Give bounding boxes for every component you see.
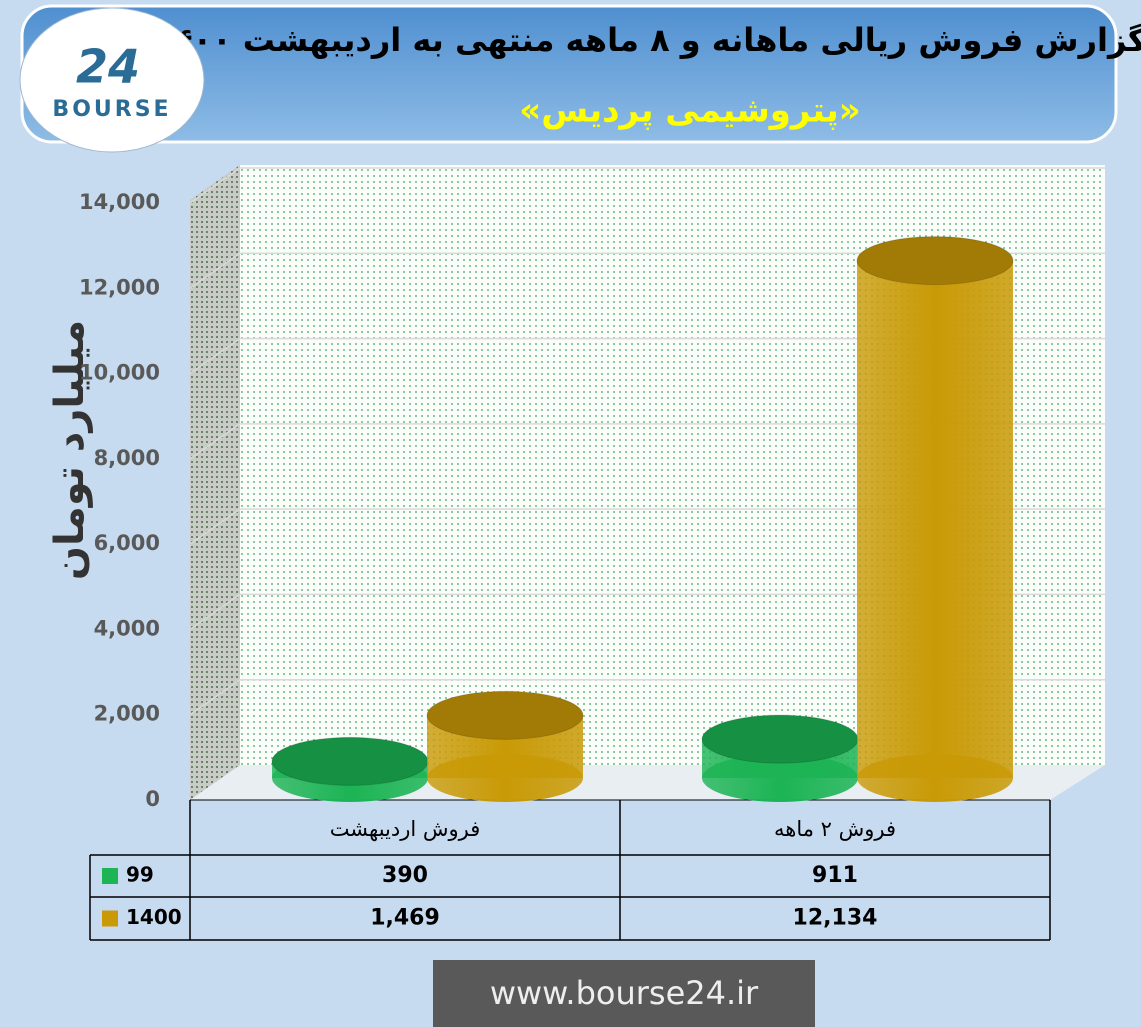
footer-text: www.bourse24.ir [490,974,759,1012]
grid-line [189,593,1105,631]
bar-body [857,260,1013,779]
bar-top [271,736,429,786]
value-label: 12,134 [793,906,878,931]
y-tick-label: 6,000 [94,531,160,555]
value-label: 390 [382,863,428,888]
logo-mark: 24 [76,40,140,94]
grid-line [189,167,1105,204]
bar-top [856,236,1014,286]
chart-title: گزارش فروش ریالی ماهانه و ۸ ماهه منتهی ب… [154,21,1141,59]
footer-box [433,960,815,1027]
grid-line [189,678,1105,716]
grid-line [189,508,1105,545]
value-label: 1,469 [370,906,440,931]
legend-swatch [102,868,118,884]
bar-top [426,690,584,740]
grid-line [189,252,1105,289]
legend-swatch [102,910,118,927]
value-label: 911 [812,863,858,888]
legend-label: 99 [126,863,154,887]
y-tick-label: 0 [145,787,160,811]
bar [701,714,859,802]
side-wall [190,165,240,800]
y-axis-label: میلیارد تومان [47,320,93,580]
legend-label: 1400 [126,905,182,929]
bar [271,736,429,802]
y-tick-label: 14,000 [79,190,160,214]
y-tick-label: 12,000 [79,275,160,299]
logo-badge [19,7,205,153]
y-tick-label: 8,000 [94,446,160,470]
y-tick-label: 4,000 [94,616,160,640]
bar-top [701,714,859,764]
x-tick-label: فروش ۲ ماهه [774,817,896,841]
chart-subtitle: «پتروشیمی پردیس» [519,91,860,131]
bar [856,236,1014,802]
y-tick-label: 2,000 [94,702,160,726]
grid-line [189,337,1105,375]
x-tick-label: فروش اردیبهشت [330,817,481,841]
bar [426,690,584,802]
y-tick-label: 10,000 [79,361,160,385]
logo-name: BOURSE [52,97,171,122]
grid-line [189,423,1105,460]
